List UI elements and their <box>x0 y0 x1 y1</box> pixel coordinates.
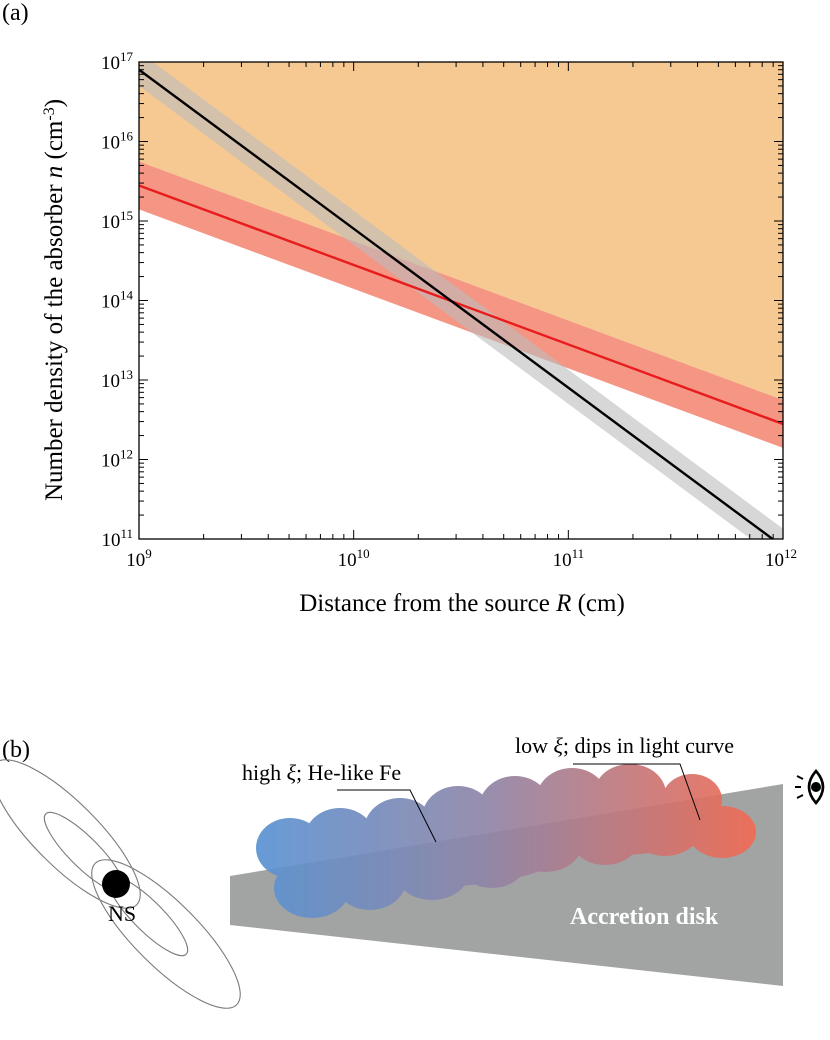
high-xi-leader <box>337 789 437 843</box>
neutron-star <box>102 870 130 898</box>
y-tick-label: 1014 <box>101 288 134 313</box>
ns-label: NS <box>108 901 136 926</box>
x-tick-label: 1010 <box>338 546 370 571</box>
y-tick-label: 1013 <box>101 367 133 392</box>
y-tick-label: 1011 <box>101 526 133 551</box>
disk-label: Accretion disk <box>570 904 719 930</box>
absorber-clouds <box>256 764 756 918</box>
low-xi-label: low ξ; dips in light curve <box>515 733 734 758</box>
x-tick-label: 1012 <box>765 546 797 571</box>
allowed-region <box>139 62 783 401</box>
x-tick-label: 109 <box>126 546 152 571</box>
y-axis-label: Number density of the absorber n (cm-3) <box>41 99 68 501</box>
x-axis-label: Distance from the source R (cm) <box>299 590 625 617</box>
red-line <box>139 184 783 426</box>
panel-a-label: (a) <box>2 0 29 26</box>
high-xi-label: high ξ; He-like Fe <box>242 760 401 785</box>
panel-b-label: (b) <box>2 737 30 763</box>
observer-eye-icon <box>795 769 825 805</box>
low-xi-leader <box>573 763 701 821</box>
black-band <box>139 62 783 539</box>
chart-a: 109 1010 1011 1012 1011 1012 1013 1014 1015 1016 1… <box>101 49 797 571</box>
y-tick-label: 1016 <box>101 129 134 154</box>
y-tick-label: 1017 <box>101 49 134 74</box>
plot-frame <box>138 61 784 540</box>
black-line <box>139 68 775 539</box>
y-tick-label: 1012 <box>101 447 133 472</box>
y-tick-label: 1015 <box>101 208 133 233</box>
x-tick-label: 1011 <box>553 546 585 571</box>
